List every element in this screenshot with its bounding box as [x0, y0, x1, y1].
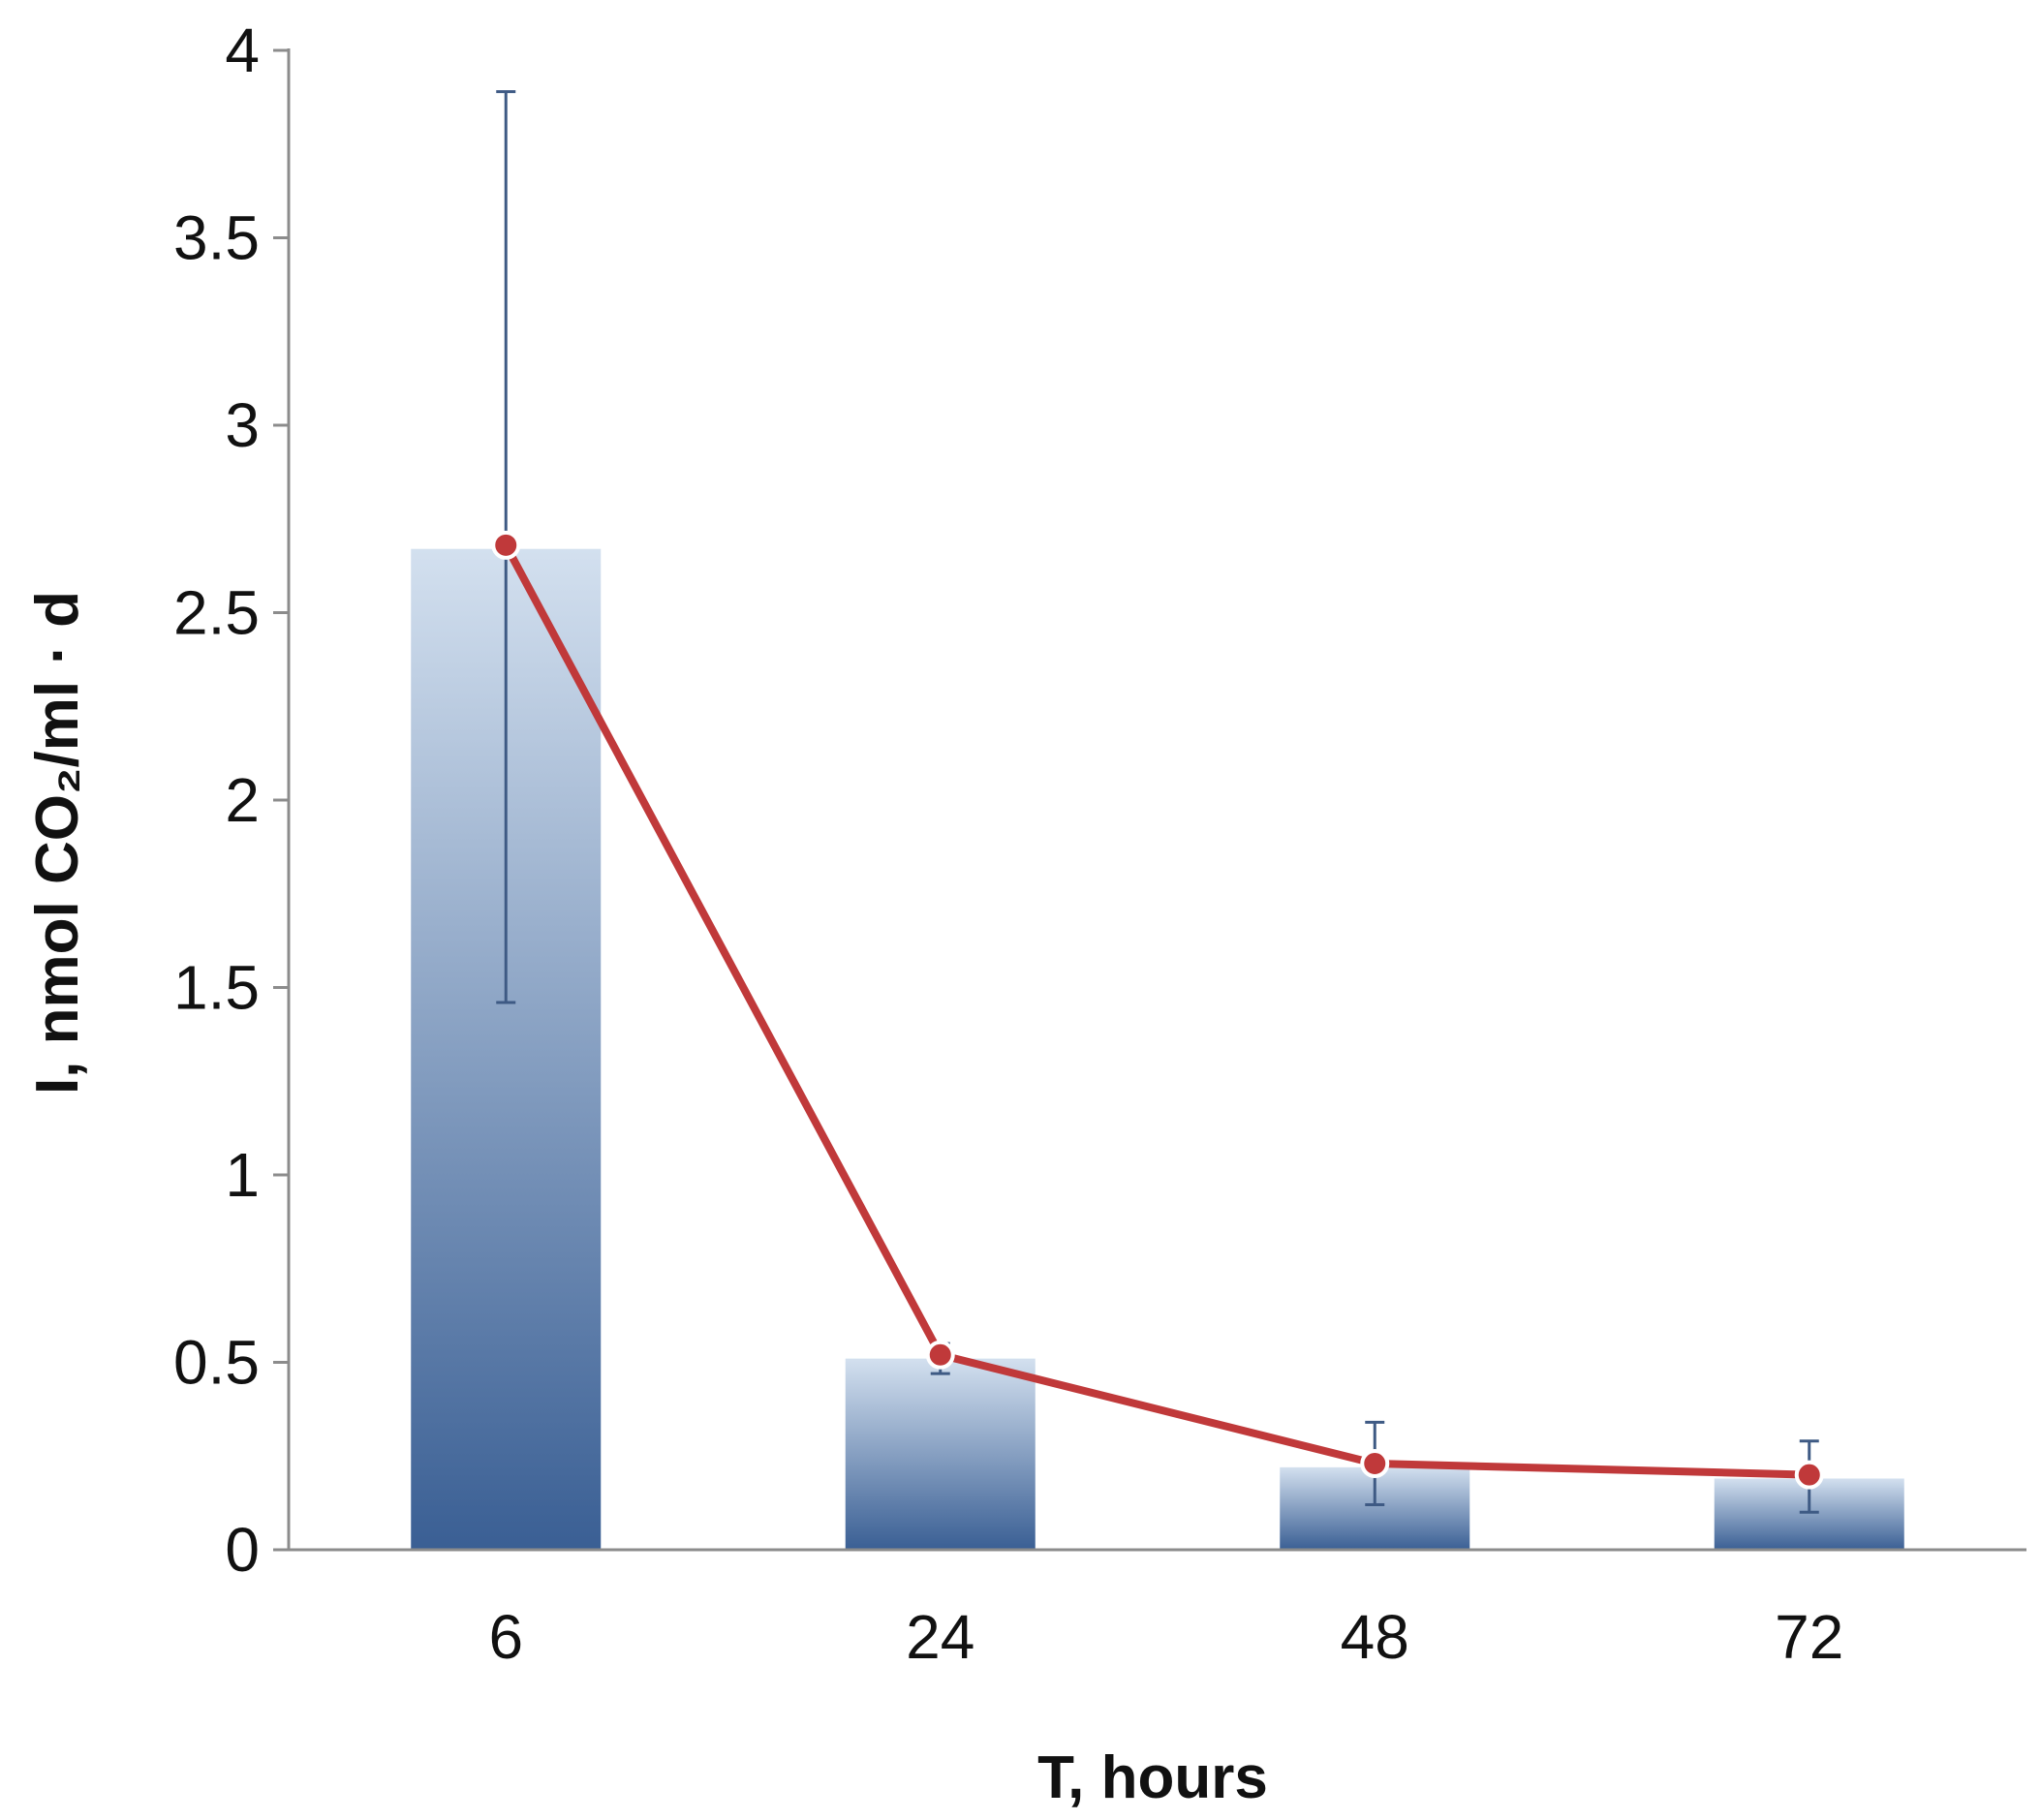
x-tick-label: 48: [1341, 1602, 1409, 1672]
y-tick-label: 0: [225, 1515, 260, 1585]
bars-group: [411, 548, 1904, 1551]
y-tick-label: 1.5: [173, 953, 260, 1023]
error-bars-group: [496, 90, 1819, 1514]
y-tick-label: 1: [225, 1140, 260, 1210]
x-tick-label: 72: [1775, 1602, 1843, 1672]
y-tick-label: 2: [225, 765, 260, 835]
bar-24: [845, 1358, 1036, 1550]
line-point-48: [1360, 1448, 1390, 1478]
y-tick-labels: 0 0.5 1 1.5 2 2.5 3 3.5 4: [173, 15, 260, 1585]
x-tick-labels: 6 24 48 72: [488, 1602, 1843, 1672]
y-tick-label: 3.5: [173, 203, 260, 273]
line-overlay-group: [491, 530, 1824, 1490]
y-tick-label: 4: [225, 15, 260, 85]
x-tick-label: 24: [906, 1602, 974, 1672]
y-axis-title: I, nmol CO₂/ml · d: [24, 591, 91, 1095]
line-point-72: [1794, 1460, 1824, 1490]
y-tick-label: 3: [225, 390, 260, 460]
line-point-6: [491, 530, 521, 560]
trend-line: [502, 542, 1809, 1479]
axes-group: [273, 48, 2026, 1552]
y-tick-label: 0.5: [173, 1328, 260, 1398]
x-axis-title: T, hours: [1037, 1744, 1268, 1811]
line-point-24: [925, 1340, 955, 1370]
y-tick-label: 2.5: [173, 578, 260, 648]
x-tick-label: 6: [488, 1602, 523, 1672]
